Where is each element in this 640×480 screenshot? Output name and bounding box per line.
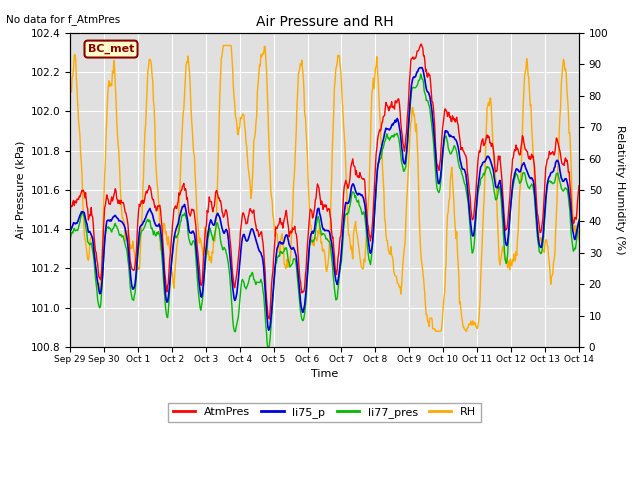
Y-axis label: Air Pressure (kPa): Air Pressure (kPa) (15, 141, 25, 239)
Legend: AtmPres, li75_p, li77_pres, RH: AtmPres, li75_p, li77_pres, RH (168, 403, 481, 422)
Text: No data for f_AtmPres: No data for f_AtmPres (6, 14, 121, 25)
Text: BC_met: BC_met (88, 44, 134, 54)
Title: Air Pressure and RH: Air Pressure and RH (256, 15, 394, 29)
Y-axis label: Relativity Humidity (%): Relativity Humidity (%) (615, 125, 625, 255)
X-axis label: Time: Time (311, 369, 338, 379)
